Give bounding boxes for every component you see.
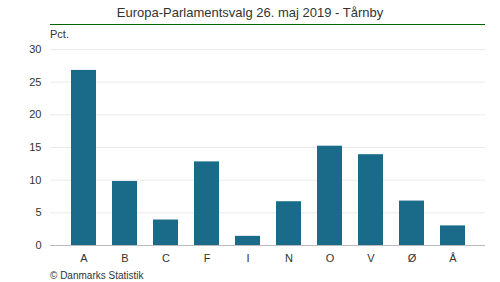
svg-text:Ø: Ø — [408, 252, 417, 264]
svg-text:20: 20 — [29, 108, 41, 120]
svg-text:C: C — [162, 252, 170, 264]
svg-text:I: I — [246, 252, 249, 264]
html-text:Europa-Parlamentsvalg 26. maj: Europa-Parlamentsvalg 26. maj 2019 - Tår… — [116, 5, 384, 20]
svg-text:N: N — [285, 252, 293, 264]
svg-text:0: 0 — [35, 239, 41, 251]
svg-text:10: 10 — [29, 174, 41, 186]
svg-text:A: A — [80, 252, 88, 264]
svg-text:5: 5 — [35, 206, 41, 218]
svg-text:30: 30 — [29, 43, 41, 55]
html-text:© Danmarks Statistik: © Danmarks Statistik — [50, 270, 144, 281]
svg-text:O: O — [326, 252, 335, 264]
svg-text:Å: Å — [449, 252, 457, 264]
svg-text:25: 25 — [29, 76, 41, 88]
svg-text:B: B — [121, 252, 128, 264]
svg-text:F: F — [204, 252, 211, 264]
svg-text:15: 15 — [29, 141, 41, 153]
html-text:Pct.: Pct. — [50, 28, 69, 40]
svg-text:V: V — [367, 252, 375, 264]
